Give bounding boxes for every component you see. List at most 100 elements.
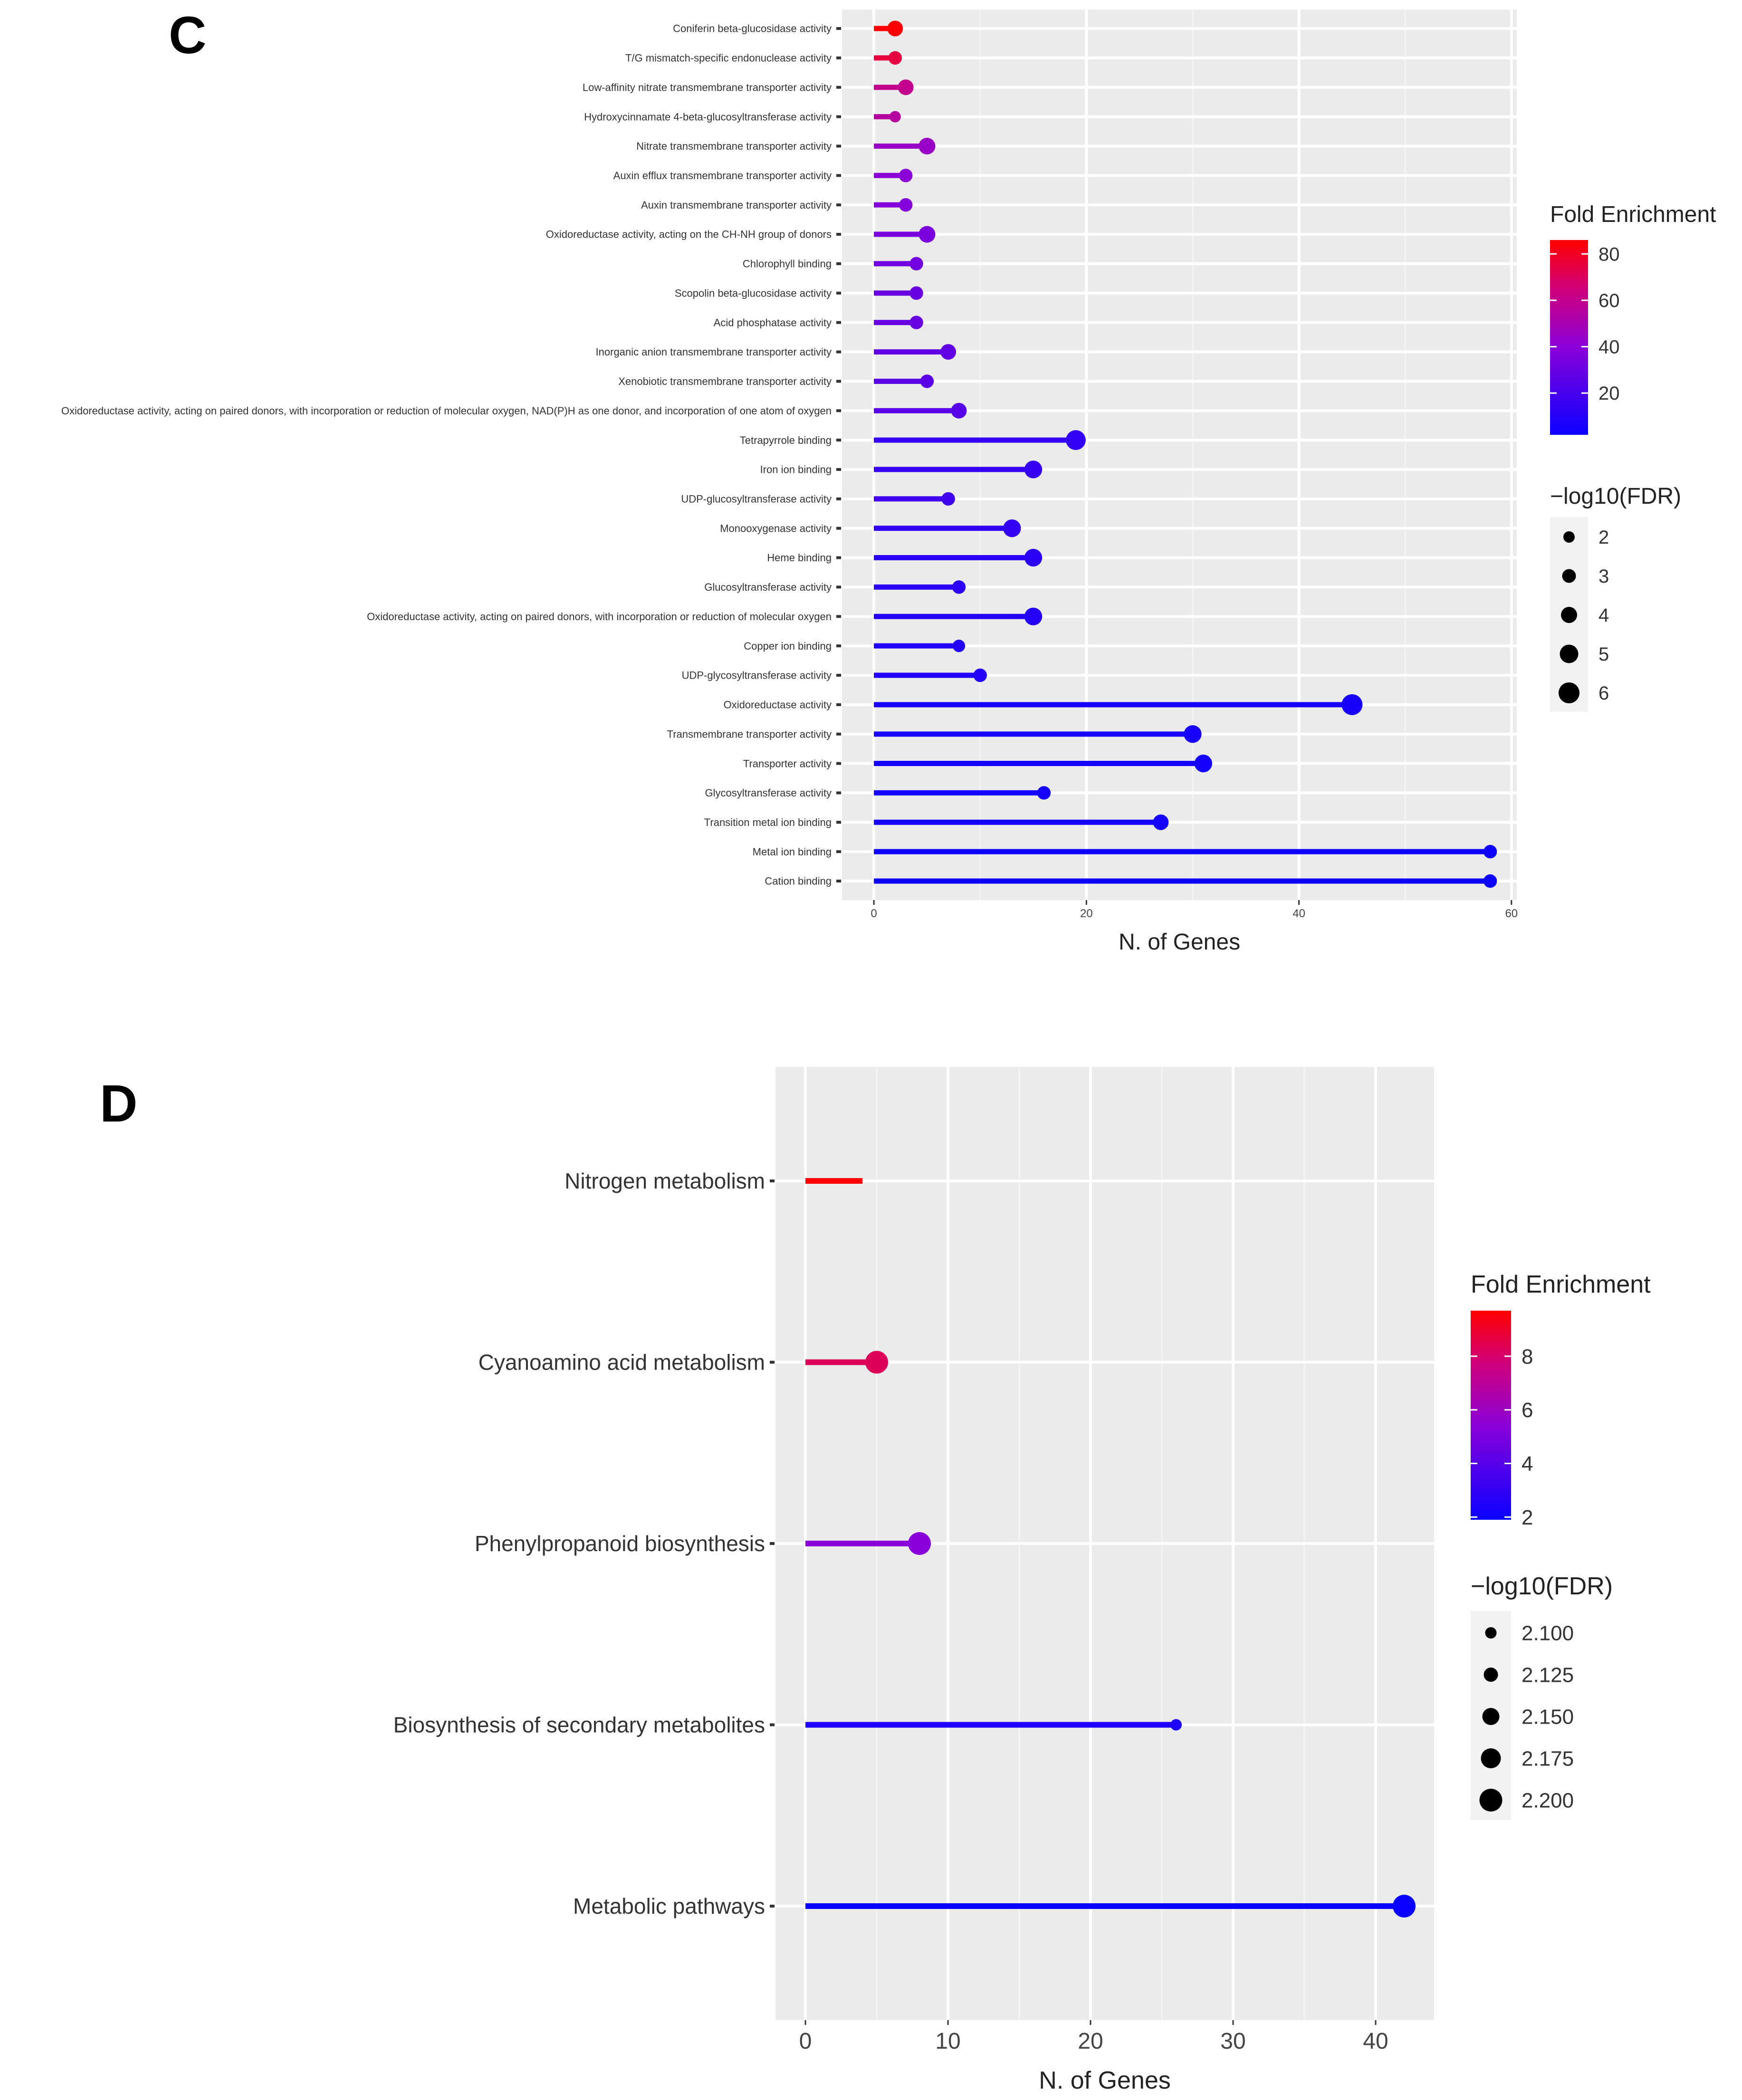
lollipop-dot: [898, 79, 914, 96]
lollipop-dot: [1024, 607, 1043, 625]
plot-panel-c: [842, 10, 1517, 900]
lollipop-dot: [899, 198, 913, 212]
x-tick-label: 40: [1292, 907, 1305, 920]
size-legend-dot: [1482, 1708, 1500, 1725]
lollipop-dot: [909, 316, 923, 329]
y-tick-label: Glucosyltransferase activity: [704, 581, 832, 593]
lollipop-dot: [1024, 548, 1043, 567]
size-legend-dot: [1485, 1627, 1497, 1639]
lollipop-dot: [1024, 460, 1043, 479]
colorbar-tick-label: 6: [1522, 1399, 1533, 1422]
lollipop-dot: [952, 639, 966, 652]
lollipop-dot: [909, 257, 923, 271]
size-legend-dot: [1560, 644, 1579, 663]
y-tick-label: Biosynthesis of secondary metabolites: [393, 1713, 765, 1737]
colorbar-tick-label: 4: [1522, 1452, 1533, 1476]
lollipop-dot: [1037, 786, 1051, 800]
y-tick-label: Acid phosphatase activity: [714, 316, 832, 328]
size-legend-d: −log10(FDR) 2.100 2.125 2.150 2.175 2.200: [1471, 1573, 1613, 1820]
panel-label-d: D: [100, 1074, 137, 1133]
lollipop-dot: [908, 1532, 931, 1555]
lollipop-dot: [888, 51, 902, 65]
lollipop-dot: [889, 111, 901, 123]
x-tick-label: 30: [1220, 2029, 1245, 2054]
y-tick-label: Transmembrane transporter activity: [667, 728, 832, 740]
y-tick-label: Nitrogen metabolism: [565, 1169, 765, 1193]
y-tick-label: Scopolin beta-glucosidase activity: [675, 287, 832, 299]
y-tick-label: Transition metal ion binding: [704, 816, 832, 828]
y-tick-label: Oxidoreductase activity, acting on paire…: [367, 611, 832, 623]
x-axis-label-c: N. of Genes: [1119, 930, 1240, 955]
lollipop-dot: [973, 668, 987, 682]
size-legend-label: 5: [1598, 644, 1609, 665]
colorbar-tick-label: 40: [1598, 337, 1620, 358]
color-legend-d: Fold Enrichment 8 6 4 2: [1471, 1271, 1651, 1529]
lollipop-dot: [887, 20, 903, 37]
size-legend-label: 2.125: [1522, 1663, 1574, 1687]
size-legend-label: 6: [1598, 683, 1609, 704]
y-tick-label: Coniferin beta-glucosidase activity: [673, 23, 832, 35]
size-legend-label: 4: [1598, 605, 1609, 626]
colorbar-c: [1550, 240, 1588, 435]
lollipop-dot: [940, 344, 957, 360]
lollipop-dot: [865, 1351, 888, 1374]
lollipop-dot: [919, 226, 936, 243]
size-legend-dot: [1481, 1748, 1501, 1768]
lollipop-dot: [951, 403, 967, 419]
y-tick-label: UDP-glucosyltransferase activity: [681, 493, 832, 505]
lollipop-dot: [941, 492, 955, 506]
lollipop-dot: [1170, 1719, 1182, 1731]
lollipop-dot: [1483, 844, 1497, 859]
size-legend-dot: [1563, 531, 1575, 543]
y-tick-label: Transporter activity: [743, 758, 832, 769]
size-legend-label: 2.200: [1522, 1789, 1574, 1812]
x-tick-label: 20: [1078, 2029, 1103, 2054]
lollipop-dot: [1483, 874, 1497, 888]
y-tick-label: Cyanoamino acid metabolism: [479, 1350, 765, 1375]
x-tick-label: 10: [935, 2029, 960, 2054]
y-tick-label: Chlorophyll binding: [743, 258, 832, 270]
y-tick-label: Cation binding: [765, 875, 832, 887]
y-tick-label: Auxin transmembrane transporter activity: [641, 199, 832, 211]
size-legend-dot: [1561, 607, 1577, 623]
size-legend-label: 2.175: [1522, 1747, 1574, 1770]
size-legend-label: 3: [1598, 566, 1609, 587]
x-axis-label-d: N. of Genes: [1039, 2067, 1170, 2094]
y-tick-label: Oxidoreductase activity, acting on paire…: [61, 405, 832, 417]
x-tick-label: 60: [1505, 907, 1518, 920]
chart-go-molecular-function: C Coniferin beta-glucosidase activity T/G…: [61, 6, 1716, 955]
lollipop-dot: [899, 169, 913, 182]
y-tick-label: Monooxygenase activity: [720, 522, 832, 534]
size-legend-c: −log10(FDR) 2 3 4 5 6: [1550, 484, 1681, 712]
x-tick-label: 20: [1080, 907, 1093, 920]
chart-kegg-pathways: D Nitrogen metabolism Cyanoamino acid met…: [100, 1067, 1651, 2094]
x-tick-label: 0: [799, 2029, 812, 2054]
y-tick-label: Tetrapyrrole binding: [740, 434, 832, 446]
y-tick-label: T/G mismatch-specific endonuclease activ…: [625, 52, 832, 64]
lollipop-dot: [1153, 814, 1169, 830]
size-legend-label: 2: [1598, 527, 1609, 548]
lollipop-dot: [1066, 430, 1086, 450]
lollipop-dot: [952, 580, 966, 594]
panel-label-c: C: [169, 6, 206, 65]
colorbar-tick-label: 60: [1598, 290, 1620, 311]
y-tick-label: Glycosyltransferase activity: [705, 787, 832, 799]
y-tick-label: Inorganic anion transmembrane transporte…: [596, 346, 832, 358]
lollipop-dot: [920, 374, 934, 388]
y-tick-label: Iron ion binding: [760, 464, 832, 476]
y-tick-label: Auxin efflux transmembrane transporter a…: [613, 170, 832, 182]
y-tick-label: Copper ion binding: [744, 640, 832, 652]
y-tick-label: Xenobiotic transmembrane transporter act…: [618, 375, 832, 387]
lollipop-dot: [1003, 519, 1021, 537]
y-tick-label: Metabolic pathways: [573, 1894, 765, 1918]
y-tick-label: Low-affinity nitrate transmembrane trans…: [583, 81, 832, 93]
colorbar-tick-label: 80: [1598, 244, 1620, 265]
y-tick-label: Oxidoreductase activity: [724, 699, 832, 711]
colorbar-tick-label: 8: [1522, 1345, 1533, 1368]
y-tick-label: UDP-glycosyltransferase activity: [682, 670, 832, 681]
color-legend-c: Fold Enrichment 80 60 40 20: [1550, 202, 1716, 435]
lollipop-dot: [919, 137, 936, 155]
colorbar-d: [1471, 1311, 1511, 1520]
color-legend-title-d: Fold Enrichment: [1471, 1271, 1651, 1298]
